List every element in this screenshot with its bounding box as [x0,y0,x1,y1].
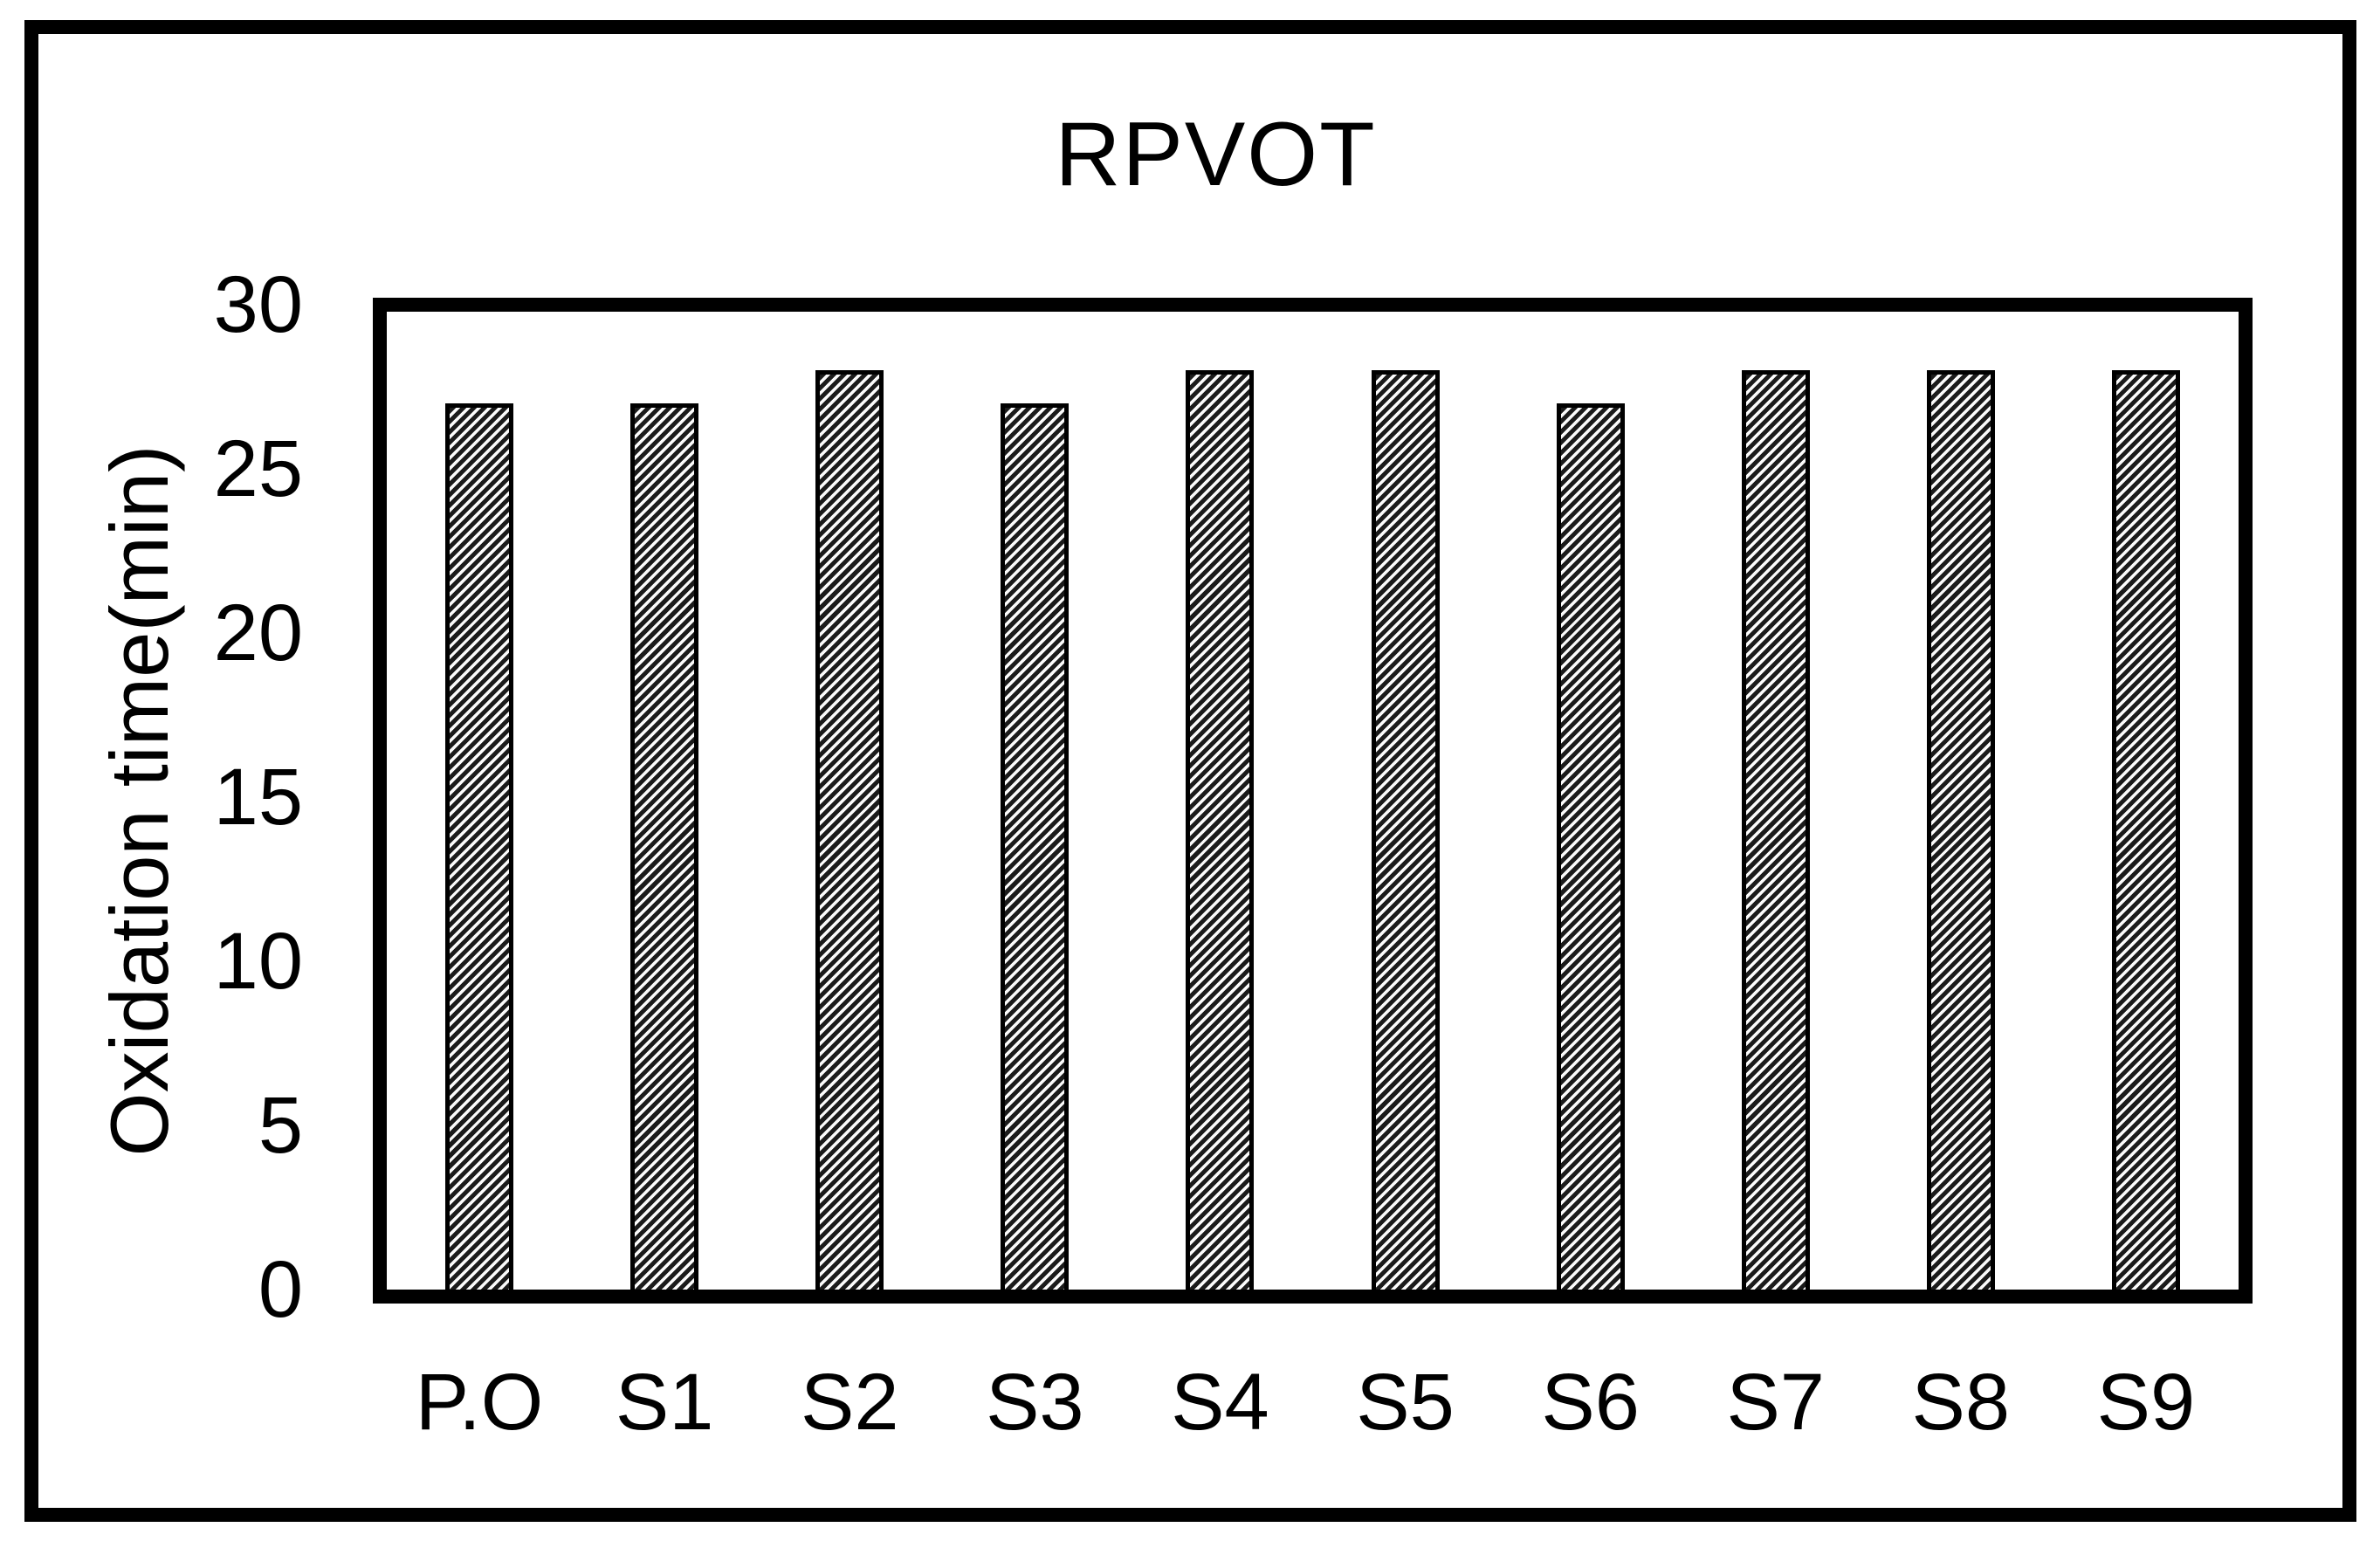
chart-title: RPVOT [1055,104,1377,205]
x-tick-label: S3 [986,1358,1084,1447]
figure-border [24,20,2356,1522]
bar-s2 [815,370,884,1290]
y-tick-label: 0 [258,1245,303,1334]
x-tick-label: S6 [1541,1358,1640,1447]
y-tick-label: 20 [213,588,303,678]
y-axis-tick-labels: 0 5 10 15 20 25 30 [0,265,303,1330]
y-tick-label: 10 [213,917,303,1006]
bar-s4 [1186,370,1255,1290]
bar-s1 [630,403,699,1290]
bar-s6 [1556,403,1625,1290]
bar-s7 [1741,370,1810,1290]
x-tick-label: S4 [1171,1358,1269,1447]
x-tick-label: S8 [1911,1358,2011,1447]
bar-s9 [2111,370,2180,1290]
x-axis-labels: P.O S1 S2 S3 S4 S5 S6 S7 S8 S9 [387,1359,2239,1446]
bars-container [387,312,2239,1290]
x-tick-label: S5 [1356,1358,1455,1447]
x-tick-label: S7 [1726,1358,1825,1447]
bar-s3 [1001,403,1070,1290]
x-tick-label: P.O [415,1358,544,1447]
bar-po [445,403,514,1290]
bar-s8 [1926,370,1995,1290]
y-tick-label: 15 [213,753,303,842]
y-tick-label: 25 [213,424,303,513]
y-tick-label: 5 [258,1081,303,1170]
x-tick-label: S1 [615,1358,714,1447]
plot-area [373,298,2253,1304]
y-tick-label: 30 [213,260,303,349]
x-tick-label: S9 [2096,1358,2196,1447]
x-tick-label: S2 [800,1358,899,1447]
bar-s5 [1371,370,1440,1290]
